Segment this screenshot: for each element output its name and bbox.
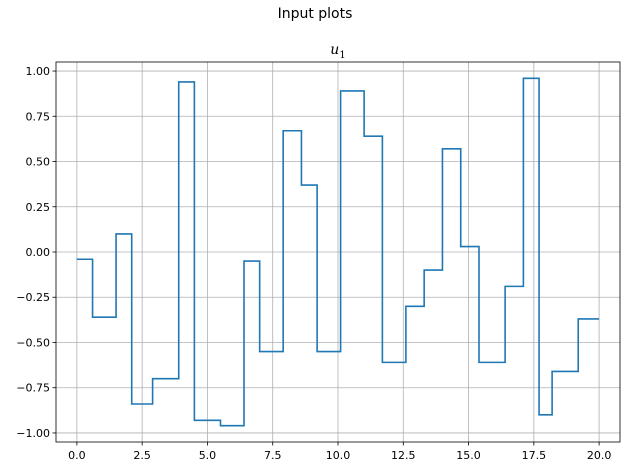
axes-title-subscript: 1 [339,49,346,61]
x-tick-label: 12.5 [391,449,416,462]
figure-suptitle: Input plots [277,6,353,22]
y-axis-ticks: −1.00 −0.75 −0.50 −0.25 0.00 0.25 0.50 0.75 1.00 [16,65,56,440]
y-tick-label: 0.75 [26,110,51,123]
y-tick-label: 1.00 [26,65,51,78]
x-tick-label: 0.0 [68,449,86,462]
x-tick-label: 7.5 [264,449,282,462]
plot-series [76,77,600,427]
y-tick-label: 0.25 [26,201,51,214]
y-tick-label: −0.75 [16,382,50,395]
grid-lines [56,62,620,442]
y-tick-label: −0.25 [16,291,50,304]
x-tick-label: 17.5 [522,449,547,462]
x-axis-ticks: 0.0 2.5 5.0 7.5 10.0 12.5 15.0 17.5 20.0 [68,442,611,462]
y-tick-label: −1.00 [16,427,50,440]
x-tick-label: 15.0 [456,449,481,462]
axes-title: u1 [56,42,620,61]
x-tick-label: 5.0 [199,449,217,462]
x-tick-label: 10.0 [326,449,351,462]
axes-title-main: u [330,42,340,58]
y-tick-label: 0.50 [26,156,51,169]
x-tick-label: 20.0 [587,449,612,462]
y-tick-label: 0.00 [26,246,51,259]
x-tick-label: 2.5 [133,449,151,462]
series-line [76,77,600,427]
y-tick-label: −0.50 [16,336,50,349]
